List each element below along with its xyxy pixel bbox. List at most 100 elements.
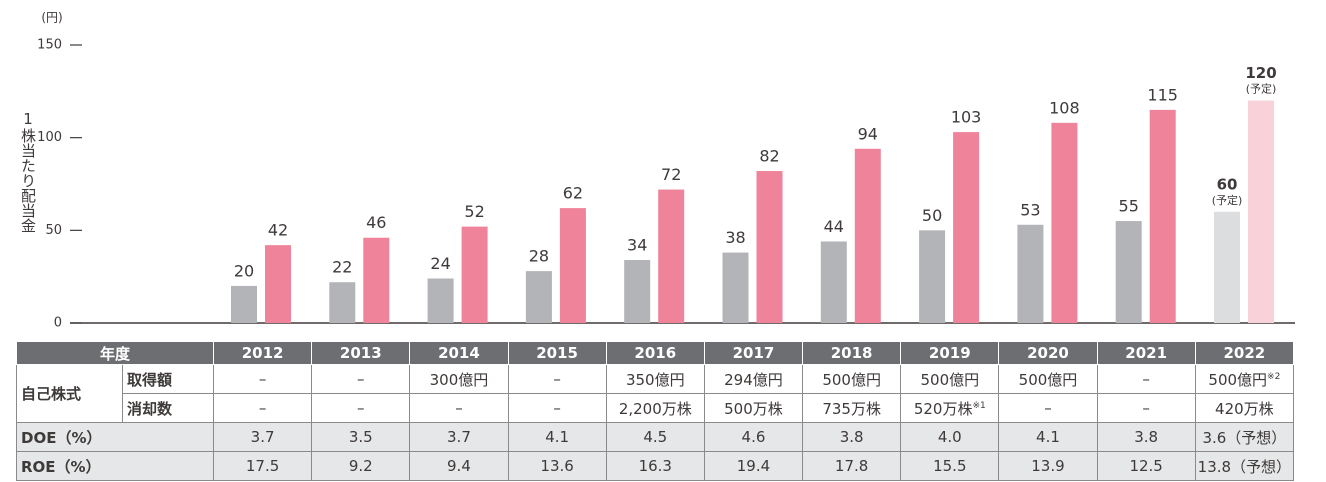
bar xyxy=(854,148,881,323)
table-cell: 500億円 xyxy=(802,364,902,394)
table-cell: 17.5 xyxy=(213,451,313,481)
value-label: 44 xyxy=(824,217,844,236)
y-tick-label: 0 xyxy=(54,316,62,331)
value-label: 120 xyxy=(1245,64,1276,82)
table-cell: 3.6（予想） xyxy=(1194,422,1295,452)
table-year: 2020 xyxy=(998,341,1098,365)
table-cell: 3.8 xyxy=(802,422,902,452)
value-label: 24 xyxy=(430,254,450,273)
table-year: 2014 xyxy=(409,341,509,365)
bar xyxy=(1149,109,1176,323)
value-label: 115 xyxy=(1147,85,1178,104)
cell-text: 500億円 xyxy=(1208,370,1268,389)
table-year: 2021 xyxy=(1096,341,1196,365)
row-label: 消却数 xyxy=(121,393,215,423)
table-year: 2012 xyxy=(213,341,313,365)
table-row: ROE（%） 17.5 9.2 9.4 13.6 16.3 19.4 17.8 15.5 13.9… xyxy=(15,451,1295,481)
table-year: 2016 xyxy=(605,341,705,365)
cell-text: 520万株 xyxy=(913,399,973,418)
bar xyxy=(658,189,685,323)
value-label: 53 xyxy=(1020,200,1040,219)
table-cell: 9.4 xyxy=(409,451,509,481)
value-label: 20 xyxy=(234,261,254,280)
table-cell: – xyxy=(507,364,607,394)
data-table: 年度 2012 2013 2014 2015 2016 2017 2018 2019 2020 20… xyxy=(15,341,1295,481)
table-row: DOE（%） 3.7 3.5 3.7 4.1 4.5 4.6 3.8 4.0 4.1 3.8 3.6（… xyxy=(15,422,1295,452)
bar xyxy=(919,230,946,323)
value-label: 50 xyxy=(922,206,942,225)
row-label: ROE（%） xyxy=(15,451,215,481)
value-label: 72 xyxy=(661,165,681,184)
table-cell: 4.1 xyxy=(507,422,607,452)
table-cell: – xyxy=(409,393,509,423)
annotation: (予定) xyxy=(1246,82,1277,96)
bar xyxy=(1115,221,1142,323)
value-label: 22 xyxy=(332,258,352,277)
y-axis-title: 1株当たり配当金 xyxy=(19,110,37,233)
table-cell: – xyxy=(213,393,313,423)
table-cell: 4.0 xyxy=(900,422,1000,452)
value-label: 38 xyxy=(725,228,745,247)
value-label: 103 xyxy=(951,108,982,127)
cell-note: ※2 xyxy=(1267,371,1281,382)
value-label: 52 xyxy=(464,202,484,221)
row-label: DOE（%） xyxy=(15,422,215,452)
table-cell: 19.4 xyxy=(703,451,804,481)
value-label: 28 xyxy=(529,247,549,266)
bar xyxy=(1017,224,1044,323)
bar xyxy=(461,226,488,323)
table-cell: 500億円 xyxy=(998,364,1098,394)
value-label: 46 xyxy=(366,213,386,232)
table-cell: 4.6 xyxy=(703,422,804,452)
table-cell: 16.3 xyxy=(605,451,705,481)
y-tick-label: 100 xyxy=(37,130,62,145)
table-cell: 13.6 xyxy=(507,451,607,481)
bar xyxy=(722,252,749,323)
table-cell: 17.8 xyxy=(802,451,902,481)
table-cell: 500億円※2 xyxy=(1194,364,1295,394)
bar xyxy=(1248,100,1274,323)
table-cell: – xyxy=(213,364,313,394)
table-year: 2019 xyxy=(900,341,1000,365)
table-cell: – xyxy=(1096,393,1196,423)
table-cell: 500万株 xyxy=(703,393,804,423)
table-cell: – xyxy=(507,393,607,423)
table-cell: – xyxy=(998,393,1098,423)
bar xyxy=(265,245,291,323)
bar xyxy=(1214,211,1240,323)
table-year: 2015 xyxy=(507,341,607,365)
table-cell: 3.7 xyxy=(409,422,509,452)
bar xyxy=(525,271,552,323)
table-cell: 420万株 xyxy=(1194,393,1295,423)
table-cell: – xyxy=(1096,364,1196,394)
y-tick-label: 50 xyxy=(45,223,62,238)
table-cell: 300億円 xyxy=(409,364,509,394)
bar xyxy=(329,282,356,323)
table-cell: 4.1 xyxy=(998,422,1098,452)
row-group: 自己株式 xyxy=(16,364,123,423)
value-label: 82 xyxy=(759,147,779,166)
table-cell: – xyxy=(311,364,411,394)
annotation: (予定) xyxy=(1212,193,1243,207)
cell-note: ※1 xyxy=(972,400,986,411)
table-cell: 735万株 xyxy=(802,393,902,423)
bar xyxy=(427,278,454,323)
value-label: 55 xyxy=(1119,197,1139,216)
bar xyxy=(363,237,390,323)
table-cell: 3.8 xyxy=(1096,422,1196,452)
value-label: 62 xyxy=(563,184,583,203)
table-cell: 15.5 xyxy=(900,451,1000,481)
bar xyxy=(559,208,586,323)
table-cell: 9.2 xyxy=(311,451,411,481)
table-cell: 13.8（予想） xyxy=(1194,451,1295,481)
value-label: 42 xyxy=(268,221,288,240)
table-year: 2018 xyxy=(802,341,902,365)
chart: (円) 1株当たり配当金 0 50 100 150 20 22 24 28 34 38 44 50 53… xyxy=(19,11,1295,331)
bar xyxy=(820,241,847,323)
table-row: 消却数 – – – –2,200万株 500万株 735万株 520万株※1– –420万株 xyxy=(17,393,1295,423)
table-cell: 520万株※1 xyxy=(900,393,1000,423)
value-label: 34 xyxy=(627,235,647,254)
table-header: 年度 xyxy=(15,341,215,365)
table-cell: – xyxy=(311,393,411,423)
